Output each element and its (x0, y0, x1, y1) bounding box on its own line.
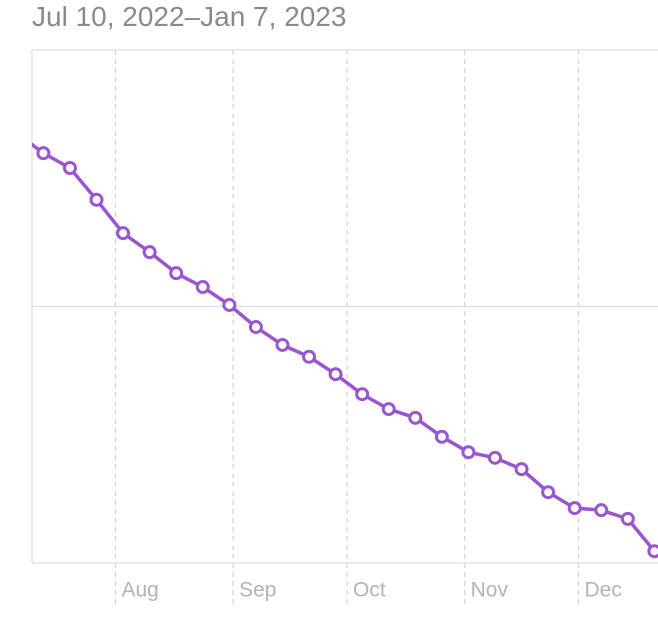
data-point (116, 226, 131, 241)
x-tick-label: Aug (121, 579, 158, 602)
data-point (169, 266, 184, 281)
data-point (302, 349, 317, 364)
data-point (222, 297, 237, 312)
data-point (36, 146, 51, 161)
data-point (381, 402, 396, 417)
x-tick-label: Nov (471, 579, 509, 602)
data-point (62, 160, 77, 175)
data-point (142, 245, 157, 260)
data-point (620, 511, 635, 526)
data-point (514, 462, 529, 477)
chart-title: Jul 10, 2022–Jan 7, 2023 (32, 1, 346, 32)
x-tick-label: Dec (584, 579, 621, 602)
data-point (461, 445, 476, 460)
data-point (541, 485, 556, 500)
data-point (647, 544, 658, 559)
data-point (89, 192, 104, 207)
data-point (594, 503, 609, 518)
data-point (488, 450, 502, 465)
data-point (275, 337, 290, 352)
data-point (355, 387, 370, 402)
x-tick-label: Oct (353, 579, 386, 602)
data-point (195, 280, 210, 295)
x-tick-label: Sep (239, 579, 276, 602)
data-point (328, 367, 343, 382)
data-point (11, 128, 22, 139)
line-series (32, 142, 656, 553)
data-point (567, 501, 582, 516)
data-point (434, 429, 449, 444)
data-point (248, 320, 263, 335)
data-point (408, 410, 423, 425)
